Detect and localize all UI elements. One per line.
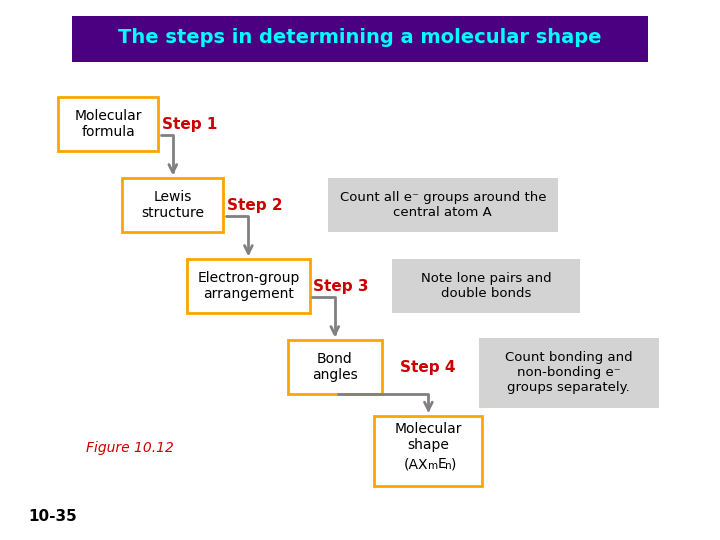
Text: Step 4: Step 4 <box>400 360 455 375</box>
FancyBboxPatch shape <box>187 259 310 313</box>
Text: Count bonding and
non-bonding e⁻
groups separately.: Count bonding and non-bonding e⁻ groups … <box>505 351 633 394</box>
FancyBboxPatch shape <box>58 97 158 151</box>
Text: Note lone pairs and
double bonds: Note lone pairs and double bonds <box>420 272 552 300</box>
Text: Electron-group
arrangement: Electron-group arrangement <box>197 271 300 301</box>
FancyBboxPatch shape <box>374 416 482 486</box>
FancyBboxPatch shape <box>72 16 648 62</box>
Text: m: m <box>428 461 438 471</box>
Text: Step 1: Step 1 <box>162 117 217 132</box>
Text: Lewis
structure: Lewis structure <box>141 190 204 220</box>
FancyBboxPatch shape <box>122 178 223 232</box>
Text: Count all e⁻ groups around the
central atom A: Count all e⁻ groups around the central a… <box>340 191 546 219</box>
FancyBboxPatch shape <box>392 259 580 313</box>
Text: Step 2: Step 2 <box>227 198 282 213</box>
FancyBboxPatch shape <box>288 340 382 394</box>
Text: Bond
angles: Bond angles <box>312 352 358 382</box>
Text: Figure 10.12: Figure 10.12 <box>86 441 174 455</box>
Text: 10-35: 10-35 <box>29 509 78 524</box>
Text: The steps in determining a molecular shape: The steps in determining a molecular sha… <box>118 28 602 48</box>
Text: n: n <box>445 461 451 471</box>
Text: E: E <box>438 457 446 471</box>
Text: ): ) <box>451 457 456 471</box>
FancyBboxPatch shape <box>328 178 558 232</box>
Text: Molecular
formula: Molecular formula <box>74 109 142 139</box>
FancyBboxPatch shape <box>479 338 659 408</box>
Text: (AX: (AX <box>404 457 428 471</box>
Text: Step 3: Step 3 <box>313 279 369 294</box>
Text: Molecular
shape: Molecular shape <box>395 422 462 453</box>
